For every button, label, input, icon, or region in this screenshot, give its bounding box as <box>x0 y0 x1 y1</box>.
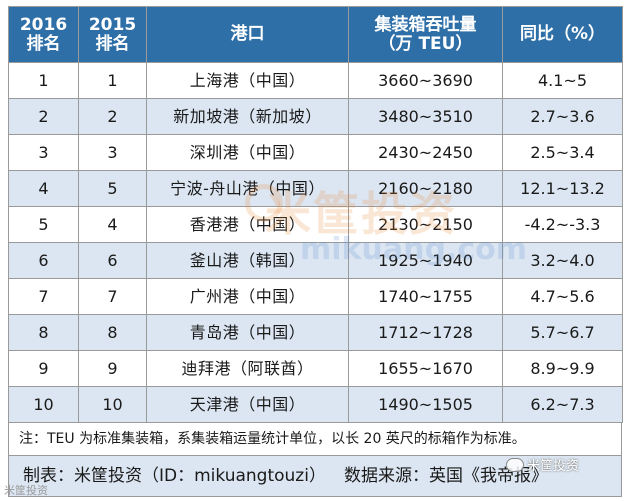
cell-rank-2015: 3 <box>78 134 147 171</box>
cell-rank-2015: 2 <box>78 98 147 135</box>
cell-yoy: 3.2~4.0 <box>502 242 623 279</box>
cell-port: 香港港（中国） <box>146 206 349 243</box>
header-row: 2016 排名 2015 排名 港口 集装箱吞吐量 （万 TEU） 同比（%） <box>8 6 623 63</box>
table-row: 2 2 新加坡港（新加坡） 3480~3510 2.7~3.6 <box>8 98 623 135</box>
cell-throughput: 1490~1505 <box>348 386 503 423</box>
table-row: 8 8 青岛港（中国） 1712~1728 5.7~6.7 <box>8 314 623 351</box>
table-note: 注：TEU 为标准集装箱，系集装箱运量统计单位，以长 20 英尺的标箱作为标准。 <box>8 423 622 456</box>
cell-rank-2015: 8 <box>78 314 147 351</box>
cell-port: 新加坡港（新加坡） <box>146 98 349 135</box>
header-throughput: 集装箱吞吐量 （万 TEU） <box>348 6 503 63</box>
cell-rank-2015: 10 <box>78 386 147 423</box>
cell-rank-2015: 9 <box>78 350 147 387</box>
table-row: 7 7 广州港（中国） 1740~1755 4.7~5.6 <box>8 278 623 315</box>
table-row: 5 4 香港港（中国） 2130~2150 -4.2~-3.3 <box>8 206 623 243</box>
cell-yoy: 2.5~3.4 <box>502 134 623 171</box>
header-rank-2015: 2015 排名 <box>78 6 147 63</box>
footer-maker: 制表：米筐投资（ID：mikuangtouzi） <box>23 466 326 486</box>
corner-watermark: 米筐投资 <box>4 484 48 497</box>
cell-rank-2016: 4 <box>8 170 79 207</box>
cell-rank-2015: 6 <box>78 242 147 279</box>
cell-throughput: 3480~3510 <box>348 98 503 135</box>
table-row: 6 6 釜山港（韩国） 1925~1940 3.2~4.0 <box>8 242 623 279</box>
cell-rank-2016: 9 <box>8 350 79 387</box>
cell-rank-2016: 8 <box>8 314 79 351</box>
table-row: 4 5 宁波-舟山港（中国） 2160~2180 12.1~13.2 <box>8 170 623 207</box>
cell-yoy: 4.7~5.6 <box>502 278 623 315</box>
header-port: 港口 <box>146 6 349 63</box>
cell-rank-2015: 7 <box>78 278 147 315</box>
cell-rank-2015: 1 <box>78 62 147 99</box>
cell-rank-2016: 2 <box>8 98 79 135</box>
wechat-watermark: 米筐投资 <box>506 455 579 474</box>
cell-throughput: 2430~2450 <box>348 134 503 171</box>
cell-rank-2016: 5 <box>8 206 79 243</box>
cell-throughput: 1925~1940 <box>348 242 503 279</box>
table-row: 1 1 上海港（中国） 3660~3690 4.1~5 <box>8 62 623 99</box>
cell-throughput: 1740~1755 <box>348 278 503 315</box>
cell-yoy: 6.2~7.3 <box>502 386 623 423</box>
cell-rank-2015: 5 <box>78 170 147 207</box>
cell-throughput: 3660~3690 <box>348 62 503 99</box>
cell-throughput: 2160~2180 <box>348 170 503 207</box>
cell-rank-2016: 6 <box>8 242 79 279</box>
header-rank-2016: 2016 排名 <box>8 6 79 63</box>
wechat-icon <box>506 457 524 472</box>
cell-yoy: 4.1~5 <box>502 62 623 99</box>
header-yoy: 同比（%） <box>502 6 623 63</box>
cell-throughput: 1712~1728 <box>348 314 503 351</box>
cell-port: 上海港（中国） <box>146 62 349 99</box>
cell-port: 迪拜港（阿联酋） <box>146 350 349 387</box>
cell-yoy: 12.1~13.2 <box>502 170 623 207</box>
cell-port: 釜山港（韩国） <box>146 242 349 279</box>
cell-yoy: 8.9~9.9 <box>502 350 623 387</box>
cell-rank-2016: 3 <box>8 134 79 171</box>
table-row: 9 9 迪拜港（阿联酋） 1655~1670 8.9~9.9 <box>8 350 623 387</box>
cell-yoy: -4.2~-3.3 <box>502 206 623 243</box>
cell-rank-2016: 10 <box>8 386 79 423</box>
cell-yoy: 5.7~6.7 <box>502 314 623 351</box>
wechat-watermark-text: 米筐投资 <box>527 459 580 474</box>
cell-port: 青岛港（中国） <box>146 314 349 351</box>
cell-throughput: 1655~1670 <box>348 350 503 387</box>
cell-port: 宁波-舟山港（中国） <box>146 170 349 207</box>
table-row: 10 10 天津港（中国） 1490~1505 6.2~7.3 <box>8 386 623 423</box>
table-row: 3 3 深圳港（中国） 2430~2450 2.5~3.4 <box>8 134 623 171</box>
cell-yoy: 2.7~3.6 <box>502 98 623 135</box>
cell-port: 天津港（中国） <box>146 386 349 423</box>
cell-port: 深圳港（中国） <box>146 134 349 171</box>
footer-source: 数据来源：英国《我帝报》 <box>343 466 548 486</box>
cell-rank-2016: 1 <box>8 62 79 99</box>
cell-throughput: 2130~2150 <box>348 206 503 243</box>
cell-rank-2016: 7 <box>8 278 79 315</box>
cell-port: 广州港（中国） <box>146 278 349 315</box>
cell-rank-2015: 4 <box>78 206 147 243</box>
